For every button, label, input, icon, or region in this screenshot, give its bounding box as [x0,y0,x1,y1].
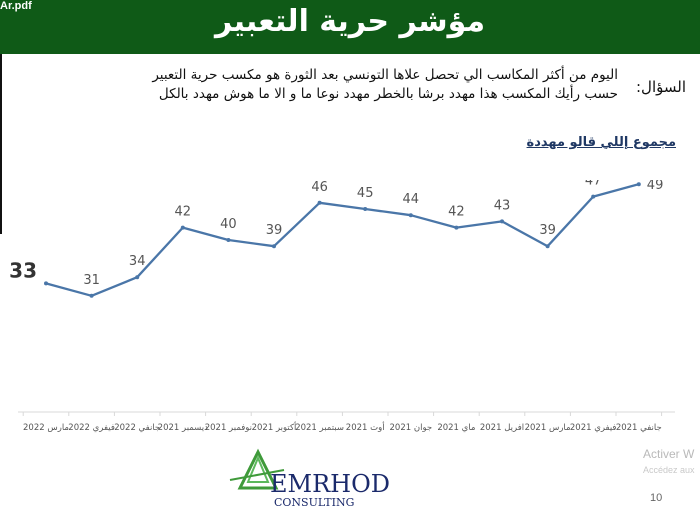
x-tick-label: أوت 2021 [346,421,385,433]
x-tick-label: مارس 2022 [23,423,69,433]
data-label: 45 [357,186,374,201]
x-tick-label: ديسمبر 2021 [158,423,208,433]
data-point [636,182,641,187]
x-tick-label: فيفري 2021 [570,423,617,433]
data-label: 39 [539,223,556,238]
logo-text: EMRHOD [270,470,390,498]
activation-watermark-title: Activer W [643,447,695,461]
data-label: 44 [403,192,420,207]
page-number: 10 [650,492,663,504]
x-tick-label: ماي 2021 [437,423,475,433]
data-label: 47 [585,180,602,189]
x-tick-label: مارس 2021 [525,423,571,433]
data-point [408,213,413,218]
file-name: Ar.pdf [0,0,32,12]
x-tick-label: جوان 2021 [390,423,433,433]
title-bar [0,0,700,54]
x-tick-label: فيفري 2022 [68,423,115,433]
data-label: 34 [129,254,146,269]
data-label: 33 [9,258,37,282]
data-point [591,194,596,199]
data-point [135,275,140,280]
emrhod-logo: EMRHOD CONSULTING [228,446,398,506]
x-tick-label: جانفي 2021 [616,423,662,433]
slide-title: مؤشر حرية التعبير [214,4,486,39]
x-tick-label: افريل 2021 [480,423,524,433]
data-point [363,207,368,211]
data-point [180,225,185,230]
series-legend-label: مجموع إللي قالو مهددة [526,135,676,150]
activation-watermark-sub: Accédez aux [643,465,695,475]
x-tick-label: سبتمبر 2021 [295,423,344,433]
data-point [500,219,504,224]
x-tick-label: جانفي 2022 [114,423,160,433]
data-label: 39 [266,223,283,238]
data-point [545,244,550,249]
data-point [89,293,94,298]
question-line-2: حسب رأيك المكسب هذا مهدد برشا بالخطر مهد… [158,86,618,102]
left-edge-line [0,54,2,234]
data-label: 49 [647,180,664,193]
data-point [454,225,459,230]
x-tick-label: أكتوبر 2021 [252,421,297,433]
data-point [317,200,322,205]
data-label: 46 [311,180,328,195]
data-label: 43 [494,198,511,213]
x-tick-label: نوفمبر 2021 [205,423,252,433]
question-line-1: اليوم من أكثر المكاسب الي تحصل علاها الت… [152,67,618,83]
data-label: 40 [220,217,237,232]
data-point [226,238,231,242]
data-label: 42 [175,205,192,220]
series-line [45,183,640,297]
question-text: اليوم من أكثر المكاسب الي تحصل علاها الت… [98,66,618,104]
data-label: 42 [448,205,465,220]
logo-subtext: CONSULTING [274,496,354,506]
data-label: 31 [83,273,100,288]
question-label: السؤال: [636,78,686,96]
data-point [272,244,276,249]
data-point [44,281,48,286]
